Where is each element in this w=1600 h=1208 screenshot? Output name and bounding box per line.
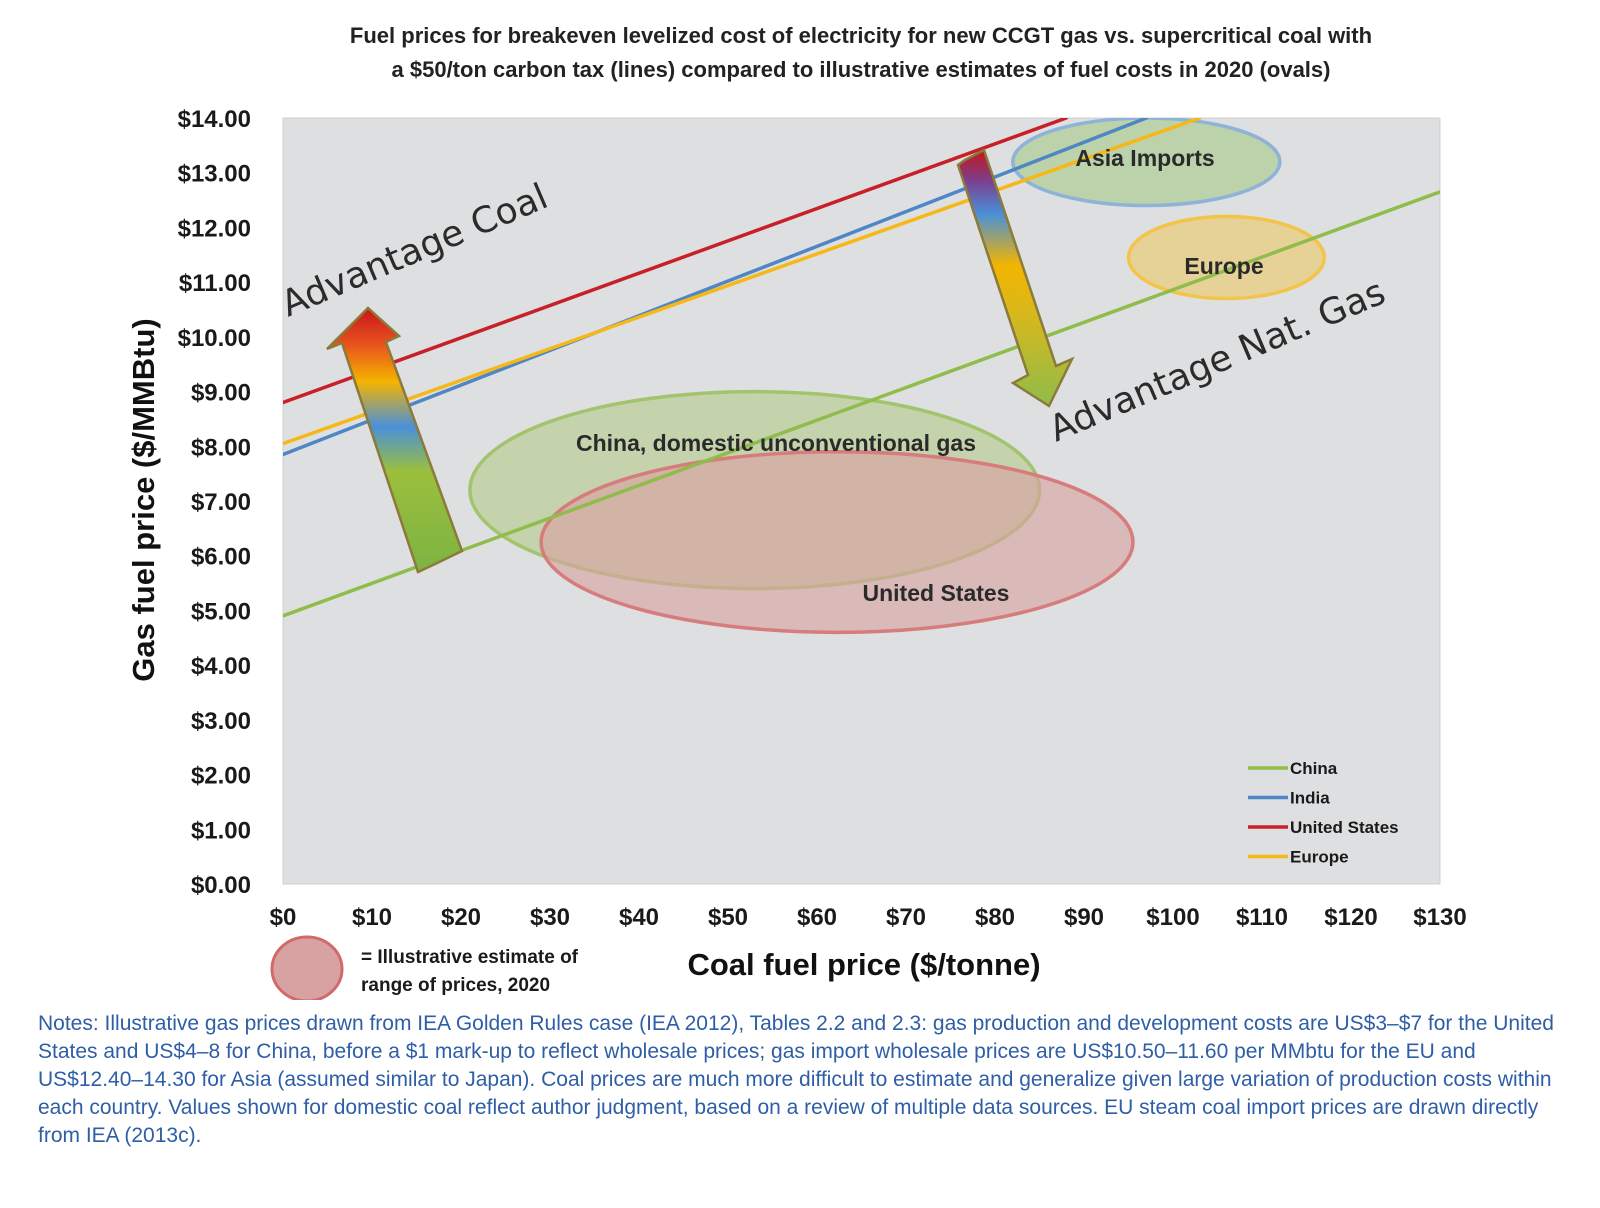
x-tick-label: $30 xyxy=(530,904,570,931)
line-china xyxy=(283,190,1440,618)
advantage-gas-arrow xyxy=(956,148,1075,408)
breakeven-fuel-price-chart: Fuel prices for breakeven levelized cost… xyxy=(126,23,1467,1000)
y-tick-label: $2.00 xyxy=(191,763,251,790)
legend: China India United States Europe xyxy=(1248,759,1399,867)
oval-key-swatch xyxy=(270,935,344,1000)
x-tick-label: $10 xyxy=(352,904,392,931)
oval-label-united-states: United States xyxy=(863,580,1010,606)
y-axis-ticks: $0.00 $1.00 $2.00 $3.00 $4.00 $5.00 $6.00 $7.00… xyxy=(178,106,251,899)
oval-asia-imports xyxy=(1011,118,1282,208)
y-tick-label: $3.00 xyxy=(191,708,251,735)
oval-labels: Asia Imports Europe China, domestic unconv… xyxy=(576,145,1264,606)
y-tick-label: $8.00 xyxy=(191,434,251,461)
line-united-states xyxy=(283,118,1068,405)
oval-label-china-domestic-unconventional-gas: China, domestic unconventional gas xyxy=(576,430,976,456)
oval-europe xyxy=(1126,214,1327,301)
oval-key-text-line-1: = Illustrative estimate of xyxy=(361,947,579,968)
x-tick-label: $110 xyxy=(1236,904,1288,931)
chart-title-line-2: a $50/ton carbon tax (lines) compared to… xyxy=(392,57,1331,82)
x-tick-label: $120 xyxy=(1324,904,1377,931)
oval-united-states xyxy=(539,450,1135,635)
y-tick-label: $14.00 xyxy=(178,106,251,133)
y-tick-label: $5.00 xyxy=(191,598,251,625)
y-tick-label: $1.00 xyxy=(191,817,251,844)
legend-label-india: India xyxy=(1290,789,1330,808)
notes-text: Notes: Illustrative gas prices drawn fro… xyxy=(38,1012,1554,1147)
y-tick-label: $10.00 xyxy=(178,325,251,352)
price-range-ovals xyxy=(468,118,1327,635)
line-europe xyxy=(283,118,1202,446)
x-tick-label: $40 xyxy=(619,904,659,931)
x-tick-label: $90 xyxy=(1064,904,1104,931)
x-tick-label: $100 xyxy=(1146,904,1199,931)
y-tick-label: $12.00 xyxy=(178,215,251,242)
chart-title-line-1: Fuel prices for breakeven levelized cost… xyxy=(350,23,1372,48)
x-tick-label: $130 xyxy=(1413,904,1466,931)
line-india xyxy=(283,118,1149,457)
oval-key-text-line-2: range of prices, 2020 xyxy=(361,975,550,996)
x-axis-ticks: $0 $10 $20 $30 $40 $50 $60 $70 $80 $90 $100 $110 $12… xyxy=(270,904,1467,931)
y-tick-label: $6.00 xyxy=(191,544,251,571)
y-tick-label: $11.00 xyxy=(179,270,251,297)
oval-label-asia-imports: Asia Imports xyxy=(1075,145,1214,171)
x-tick-label: $0 xyxy=(270,904,297,931)
legend-label-united-states: United States xyxy=(1290,818,1399,837)
y-tick-label: $0.00 xyxy=(191,872,251,899)
x-tick-label: $70 xyxy=(886,904,926,931)
advantage-coal-arrow xyxy=(326,306,464,574)
x-tick-label: $50 xyxy=(708,904,748,931)
x-tick-label: $60 xyxy=(797,904,837,931)
y-axis-label: Gas fuel price ($/MMBtu) xyxy=(126,318,161,681)
y-tick-label: $13.00 xyxy=(178,161,251,188)
x-axis-label: Coal fuel price ($/tonne) xyxy=(687,947,1040,982)
y-tick-label: $7.00 xyxy=(191,489,251,516)
breakeven-lines xyxy=(283,118,1440,618)
legend-label-europe: Europe xyxy=(1290,848,1349,867)
x-tick-label: $20 xyxy=(441,904,481,931)
oval-label-europe: Europe xyxy=(1184,253,1263,279)
legend-label-china: China xyxy=(1290,759,1338,778)
y-tick-label: $9.00 xyxy=(191,380,251,407)
x-tick-label: $80 xyxy=(975,904,1015,931)
y-tick-label: $4.00 xyxy=(191,653,251,680)
